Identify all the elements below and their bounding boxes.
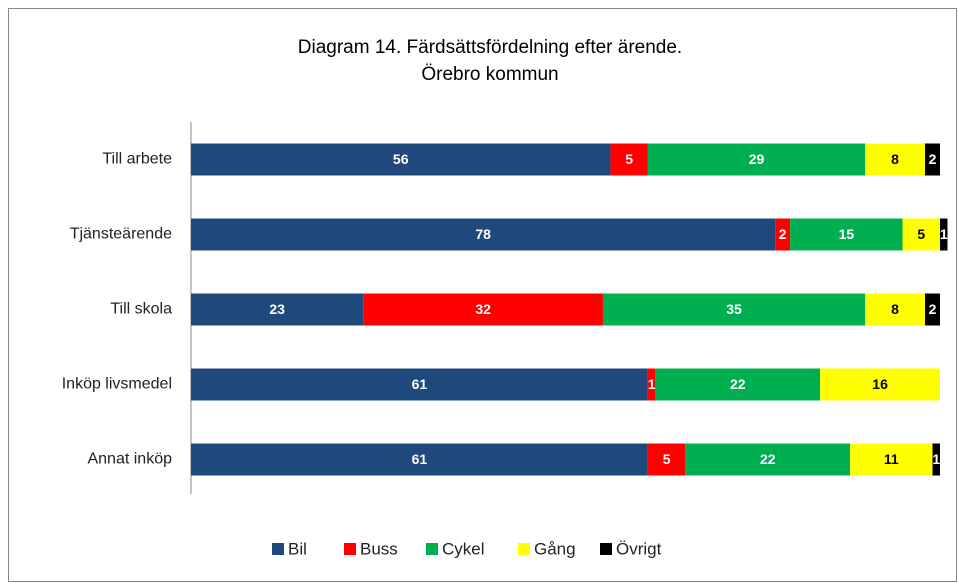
bar-segment <box>191 368 648 401</box>
data-label: 22 <box>730 376 746 392</box>
legend-label: Buss <box>360 539 398 558</box>
bar-segment <box>932 443 940 476</box>
bar-segment <box>191 218 776 251</box>
bar-segment <box>647 443 686 476</box>
data-label: 15 <box>839 226 855 242</box>
bar-segment <box>925 143 940 176</box>
data-label: 56 <box>393 151 409 167</box>
bar-segment <box>820 368 940 401</box>
legend-swatch <box>344 543 356 555</box>
bar-segment <box>850 443 933 476</box>
chart-title: Diagram 14. Färdsättsfördelning efter är… <box>298 37 682 58</box>
legend-swatch <box>272 543 284 555</box>
bar-segment <box>647 368 656 401</box>
bar-segment <box>775 218 791 251</box>
y-tick-label: Inköp livsmedel <box>62 376 172 393</box>
legend-swatch <box>600 543 612 555</box>
data-label: 2 <box>929 301 937 317</box>
data-label: 61 <box>412 376 428 392</box>
bar-segment <box>647 143 866 176</box>
data-label: 8 <box>891 301 899 317</box>
bar-segment <box>940 218 948 251</box>
legend-swatch <box>518 543 530 555</box>
data-label: 5 <box>663 451 671 467</box>
legend-label: Gång <box>534 539 576 558</box>
data-label: 35 <box>726 301 742 317</box>
bar-segment <box>191 443 648 476</box>
data-label: 1 <box>932 451 940 467</box>
bar-segment <box>655 368 821 401</box>
y-tick-label: Annat inköp <box>87 451 172 468</box>
data-label: 1 <box>940 226 948 242</box>
data-label: 32 <box>475 301 491 317</box>
bar-segment <box>790 218 903 251</box>
legend-label: Cykel <box>442 539 485 558</box>
y-tick-label: Till arbete <box>102 151 172 168</box>
bar-segment <box>902 218 940 251</box>
bar-segment <box>610 143 648 176</box>
chart-title: Örebro kommun <box>421 64 558 85</box>
data-label: 8 <box>891 151 899 167</box>
bar-segment <box>865 293 926 326</box>
bar-segment <box>191 143 611 176</box>
bar-segment <box>191 293 364 326</box>
data-label: 5 <box>625 151 633 167</box>
y-tick-label: Till skola <box>110 301 172 318</box>
data-label: 22 <box>760 451 776 467</box>
bar-segment <box>685 443 851 476</box>
data-label: 29 <box>749 151 765 167</box>
data-label: 61 <box>412 451 428 467</box>
legend-label: Övrigt <box>616 539 662 558</box>
data-label: 11 <box>884 451 899 467</box>
bar-segment <box>363 293 603 326</box>
data-label: 23 <box>269 301 285 317</box>
data-label: 5 <box>917 226 925 242</box>
bar-segment <box>865 143 926 176</box>
data-label: 78 <box>475 226 491 242</box>
data-label: 2 <box>929 151 937 167</box>
data-label: 16 <box>872 376 888 392</box>
y-tick-label: Tjänsteärende <box>70 226 172 243</box>
data-label: 2 <box>779 226 787 242</box>
bar-segment <box>602 293 866 326</box>
bar-segment <box>925 293 940 326</box>
data-label: 1 <box>648 376 656 392</box>
legend-label: Bil <box>288 539 307 558</box>
legend-swatch <box>426 543 438 555</box>
